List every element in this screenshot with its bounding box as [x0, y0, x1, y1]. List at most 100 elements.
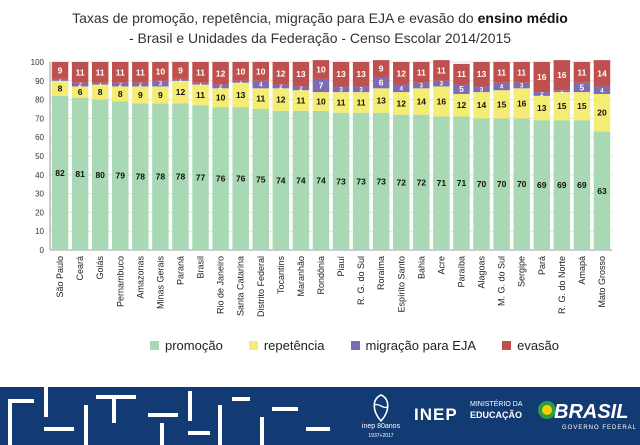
data-label: 10 — [216, 93, 226, 103]
bar-segment — [172, 103, 189, 250]
data-label: 76 — [216, 174, 226, 184]
data-label: 69 — [557, 180, 567, 190]
data-label: 14 — [477, 100, 487, 110]
bar-segment — [112, 86, 129, 102]
bar-segment — [292, 62, 310, 87]
legend-label: evasão — [517, 338, 560, 353]
data-label: 2 — [78, 83, 82, 89]
bar-segment — [71, 97, 89, 250]
bar-segment — [473, 92, 490, 119]
bar-segment — [393, 62, 410, 85]
data-label: 63 — [597, 186, 607, 196]
data-label: 16 — [537, 72, 547, 82]
data-label: 75 — [256, 174, 266, 184]
data-label: 3 — [420, 84, 424, 90]
data-label: 3 — [480, 87, 484, 93]
bar-segment — [51, 95, 69, 250]
y-tick-label: 0 — [40, 246, 45, 255]
bar-segment — [352, 92, 370, 113]
x-tick-label: Bahia — [416, 256, 426, 279]
bar-segment — [272, 110, 290, 250]
data-label: 10 — [256, 66, 266, 76]
x-tick-label: Distrito Federal — [256, 256, 266, 317]
bar-segment — [473, 118, 490, 251]
x-tick-label: Paraná — [175, 256, 185, 285]
data-label: 72 — [417, 177, 427, 187]
data-label: 10 — [156, 66, 166, 76]
bar-segment — [453, 116, 470, 251]
bar-segment — [172, 62, 189, 79]
x-tick-label: R. G. do Norte — [557, 256, 567, 314]
data-label: 16 — [517, 98, 527, 108]
bar-segment — [232, 80, 249, 83]
data-label: 1 — [239, 80, 243, 86]
data-label: 11 — [96, 67, 105, 77]
bar-segment — [493, 90, 510, 119]
bar-segment — [393, 92, 410, 115]
data-label: 73 — [336, 176, 346, 186]
data-label: 12 — [216, 68, 226, 78]
bar-segment — [573, 120, 591, 250]
chart-legend: promoção repetência migração para EJA evasã… — [150, 338, 559, 353]
bar-segment — [212, 84, 229, 89]
bar-segment — [352, 62, 370, 87]
bar-segment — [332, 112, 350, 250]
x-tick-label: Tocantins — [276, 256, 286, 295]
x-tick-label: Rondônia — [316, 256, 326, 295]
data-label: 82 — [55, 168, 65, 178]
data-label: 15 — [577, 101, 587, 111]
data-label: 74 — [276, 175, 286, 185]
bar-segment — [593, 93, 611, 132]
y-tick-label: 40 — [35, 171, 44, 180]
bar-segment — [352, 86, 370, 93]
y-tick-label: 10 — [35, 227, 44, 236]
data-label: 14 — [417, 96, 427, 106]
bar-segment — [112, 82, 129, 87]
title-bold: ensino médio — [477, 10, 568, 26]
bar-segment — [132, 103, 149, 250]
bar-segment — [493, 82, 510, 91]
data-label: 77 — [196, 173, 206, 183]
data-label: 1 — [58, 78, 62, 84]
data-label: 10 — [316, 96, 326, 106]
data-label: 14 — [597, 68, 607, 78]
bar-segment — [312, 60, 330, 79]
data-label: 2 — [540, 92, 544, 98]
data-label: 71 — [437, 178, 447, 188]
bar-segment — [71, 86, 89, 98]
data-label: 11 — [196, 90, 205, 100]
bar-segment — [212, 88, 229, 108]
footer-banner: inep 80anos 1937+2017 INEP MINISTÉRIO DA… — [0, 387, 640, 445]
y-tick-label: 100 — [31, 58, 45, 67]
data-label: 2 — [219, 85, 223, 91]
ministry-line-1: MINISTÉRIO DA — [470, 401, 523, 408]
data-label: 12 — [276, 68, 286, 78]
data-label: 15 — [557, 101, 567, 111]
data-label: 11 — [517, 67, 526, 77]
bar-segment — [152, 80, 169, 87]
y-tick-label: 90 — [35, 77, 44, 86]
data-label: 6 — [379, 78, 384, 88]
data-label: 74 — [316, 175, 326, 185]
data-label: 13 — [296, 69, 306, 79]
x-tick-label: Maranhão — [296, 256, 306, 297]
bar-segment — [312, 110, 330, 250]
x-tick-label: Rio de Janeiro — [216, 256, 226, 314]
x-tick-label: Pernambuco — [115, 256, 125, 307]
data-label: 12 — [457, 100, 467, 110]
bar-segment — [91, 99, 109, 250]
bar-segment — [172, 78, 189, 81]
bar-segment — [132, 86, 149, 104]
bar-segment — [493, 118, 510, 251]
data-label: 4 — [500, 85, 504, 91]
x-tick-label: Minas Gerais — [155, 256, 165, 310]
legend-label: migração para EJA — [365, 338, 477, 353]
brasil-tagline: GOVERNO FEDERAL — [562, 425, 638, 431]
data-label: 20 — [597, 108, 607, 118]
bar-segment — [132, 82, 149, 87]
brasil-logo: BRASIL — [554, 401, 629, 423]
bar-segment — [473, 86, 490, 93]
data-label: 4 — [259, 83, 263, 89]
bar-segment — [192, 105, 209, 251]
bar-segment — [272, 62, 290, 85]
